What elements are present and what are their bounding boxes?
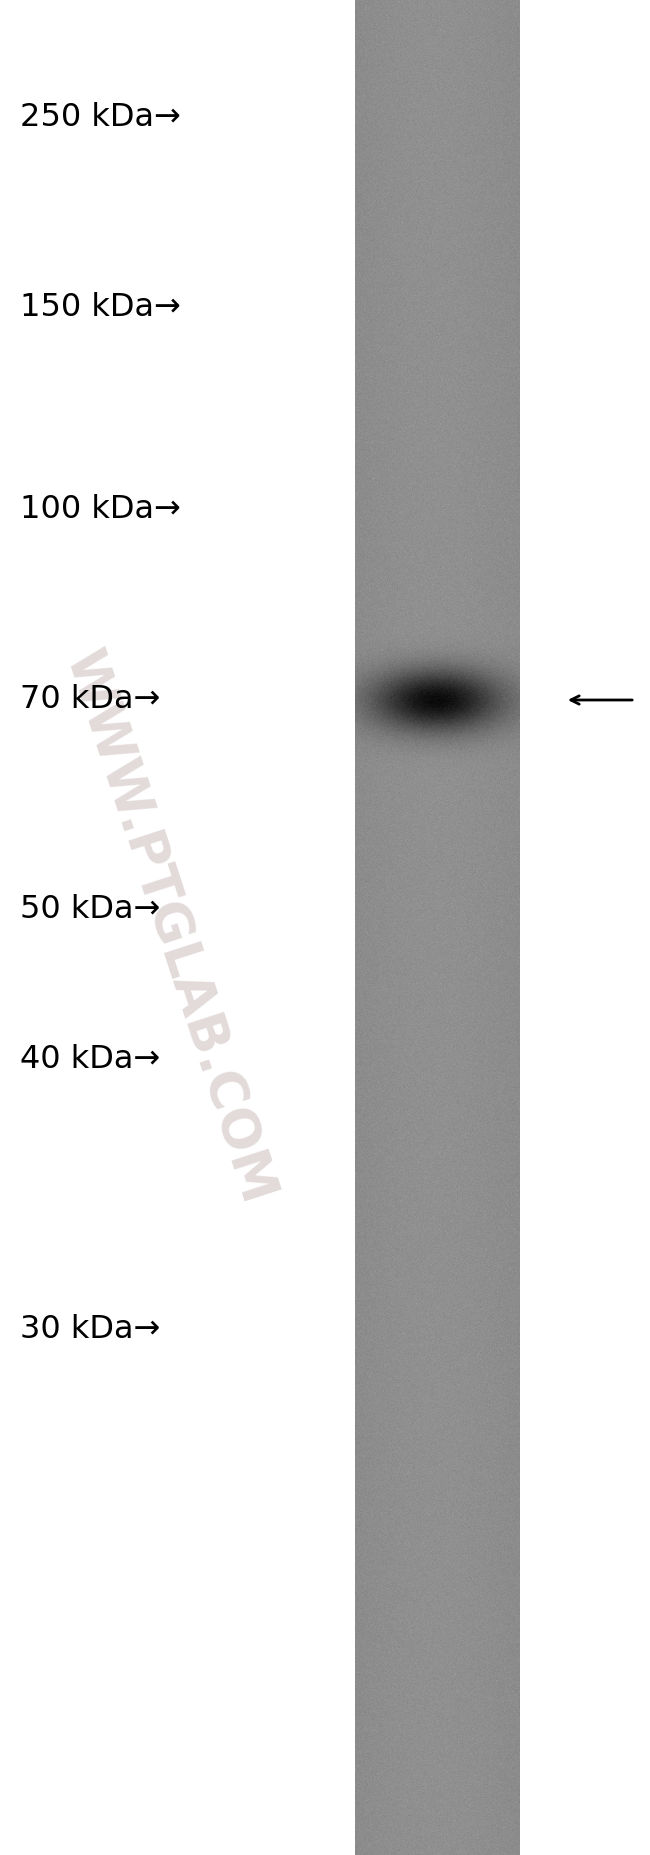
Text: 30 kDa→: 30 kDa→	[20, 1315, 161, 1345]
Text: 70 kDa→: 70 kDa→	[20, 684, 161, 716]
Text: 40 kDa→: 40 kDa→	[20, 1044, 161, 1076]
Text: 100 kDa→: 100 kDa→	[20, 495, 181, 525]
Text: 50 kDa→: 50 kDa→	[20, 894, 161, 926]
Text: 250 kDa→: 250 kDa→	[20, 102, 181, 134]
Text: WWW.PTGLAB.COM: WWW.PTGLAB.COM	[55, 644, 283, 1211]
Text: 150 kDa→: 150 kDa→	[20, 293, 181, 323]
